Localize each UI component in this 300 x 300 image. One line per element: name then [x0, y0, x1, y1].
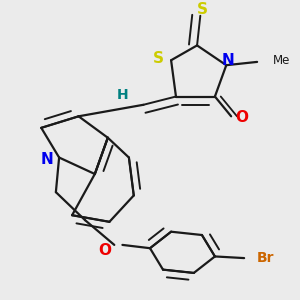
Text: H: H: [117, 88, 128, 102]
Text: S: S: [153, 51, 164, 66]
Text: N: N: [221, 53, 234, 68]
Text: O: O: [99, 243, 112, 258]
Text: N: N: [40, 152, 53, 167]
Text: S: S: [196, 2, 207, 17]
Text: O: O: [236, 110, 248, 125]
Text: Me: Me: [273, 54, 290, 67]
Text: Br: Br: [256, 251, 274, 265]
